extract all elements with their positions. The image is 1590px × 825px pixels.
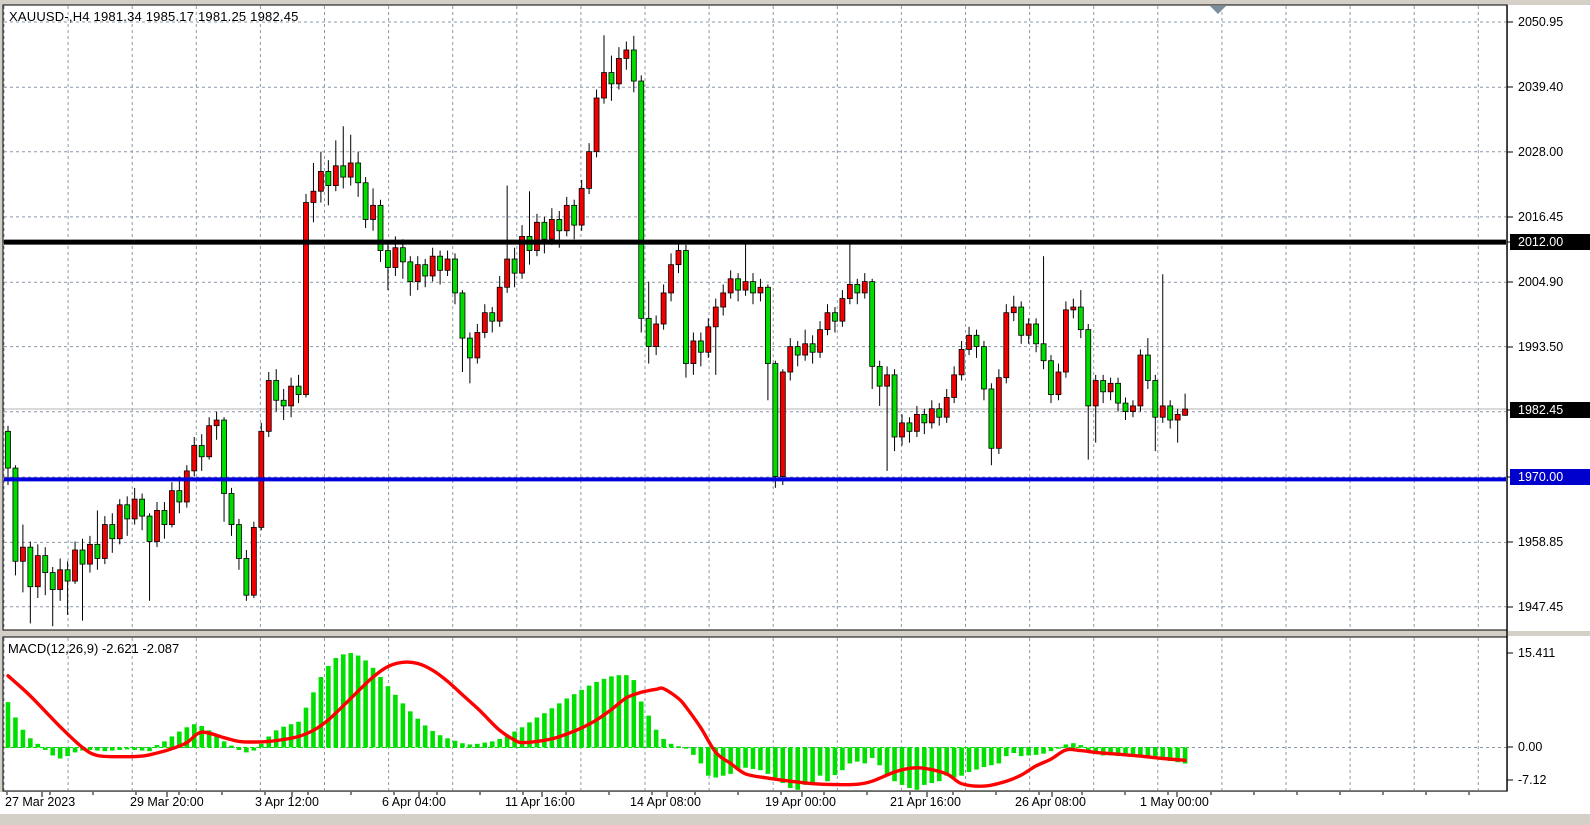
time-axis-label: 21 Apr 16:00 bbox=[890, 795, 961, 809]
chart-shift-marker[interactable] bbox=[1210, 6, 1226, 14]
main-panel[interactable] bbox=[2, 4, 1508, 631]
price-axis-label: 2028.00 bbox=[1518, 145, 1564, 159]
price-axis-label: 1958.85 bbox=[1518, 535, 1564, 549]
candlesticks bbox=[5, 35, 1188, 627]
macd-axis-label: -7.12 bbox=[1518, 773, 1547, 787]
price-tag-1982.45: 1982.45 bbox=[1510, 402, 1590, 418]
time-axis-label: 26 Apr 08:00 bbox=[1015, 795, 1086, 809]
macd-axis-label: 15.411 bbox=[1518, 646, 1556, 660]
price-axis-label: 1947.45 bbox=[1518, 600, 1564, 614]
grid bbox=[3, 6, 1506, 790]
time-axis-label: 1 May 00:00 bbox=[1140, 795, 1209, 809]
price-axis-label: 2050.95 bbox=[1518, 15, 1564, 29]
time-axis-label: 19 Apr 00:00 bbox=[765, 795, 836, 809]
time-axis-label: 14 Apr 08:00 bbox=[630, 795, 701, 809]
price-axis-label: 2016.45 bbox=[1518, 210, 1564, 224]
price-axis-label: 2039.40 bbox=[1518, 80, 1564, 94]
price-tag-1970.00: 1970.00 bbox=[1510, 469, 1590, 485]
macd-signal-line bbox=[6, 660, 1187, 788]
price-axis-label: 2004.90 bbox=[1518, 275, 1564, 289]
panel-divider[interactable] bbox=[0, 631, 1590, 636]
time-axis-label: 11 Apr 16:00 bbox=[505, 795, 575, 809]
time-strip-bg bbox=[0, 792, 1590, 814]
price-axis-label: 1993.50 bbox=[1518, 340, 1564, 354]
axis-ticks bbox=[6, 21, 1513, 797]
time-axis-label: 29 Mar 20:00 bbox=[130, 795, 204, 809]
time-axis-label: 3 Apr 12:00 bbox=[255, 795, 319, 809]
time-axis-label: 27 Mar 2023 bbox=[5, 795, 76, 809]
price-tag-2012.00: 2012.00 bbox=[1510, 234, 1590, 250]
chart-title: XAUUSD-,H4 1981.34 1985.17 1981.25 1982.… bbox=[9, 9, 299, 24]
macd-indicator-label: MACD(12,26,9) -2.621 -2.087 bbox=[8, 641, 180, 656]
macd-axis-label: 0.00 bbox=[1518, 740, 1543, 754]
time-axis-label: 6 Apr 04:00 bbox=[382, 795, 446, 809]
